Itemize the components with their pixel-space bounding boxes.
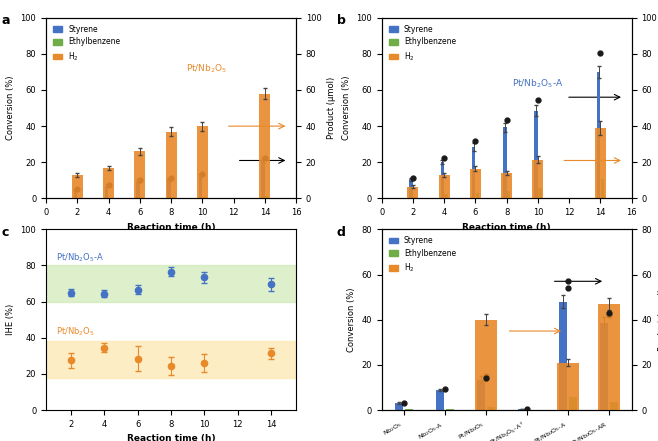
Bar	[538, 187, 542, 198]
Text: b: b	[337, 14, 345, 27]
Legend: Styrene, Ethylbenzene, H$_2$: Styrene, Ethylbenzene, H$_2$	[386, 22, 459, 66]
Legend: Styrene, Ethylbenzene, H$_2$: Styrene, Ethylbenzene, H$_2$	[50, 22, 124, 66]
Bar	[444, 194, 447, 198]
Bar	[601, 179, 604, 198]
Bar	[413, 197, 417, 198]
Bar	[503, 127, 507, 198]
Bar	[105, 186, 109, 198]
Bar	[409, 179, 413, 198]
Bar	[475, 320, 497, 410]
Bar	[134, 151, 145, 198]
Bar	[518, 409, 526, 410]
X-axis label: Reaction time (h): Reaction time (h)	[127, 223, 215, 232]
Bar	[441, 162, 444, 198]
Bar	[74, 191, 77, 198]
Text: a: a	[1, 14, 10, 27]
Bar	[140, 197, 143, 198]
Y-axis label: Conversion (%): Conversion (%)	[342, 76, 351, 140]
Bar	[446, 409, 454, 410]
Bar	[103, 168, 114, 198]
Bar	[595, 128, 606, 198]
Bar	[395, 404, 403, 410]
Bar	[598, 304, 620, 410]
Bar	[405, 409, 413, 410]
Text: Pt/Nb$_2$O$_5$-A: Pt/Nb$_2$O$_5$-A	[512, 77, 563, 90]
Bar	[559, 302, 567, 410]
Bar	[171, 197, 174, 198]
Bar	[600, 323, 608, 410]
Bar	[472, 147, 475, 198]
Bar	[407, 187, 418, 198]
Y-axis label: Product (μmol): Product (μmol)	[327, 77, 336, 139]
Text: Pt/Nb$_2$O$_5$: Pt/Nb$_2$O$_5$	[56, 325, 95, 338]
Bar	[477, 380, 486, 410]
Bar	[265, 196, 268, 198]
Bar	[610, 402, 618, 410]
Bar	[487, 407, 495, 410]
Bar	[46, 265, 296, 302]
Bar	[597, 72, 600, 198]
Bar	[261, 161, 265, 198]
Bar	[197, 126, 208, 198]
Bar	[507, 191, 510, 198]
Bar	[203, 197, 206, 198]
Bar	[259, 93, 270, 198]
Bar	[166, 131, 176, 198]
Bar	[534, 111, 538, 198]
X-axis label: Reaction time (h): Reaction time (h)	[463, 223, 551, 232]
X-axis label: Reaction time (h): Reaction time (h)	[127, 434, 215, 441]
Bar	[436, 390, 444, 410]
Bar	[168, 179, 171, 198]
Y-axis label: Conversion (%): Conversion (%)	[6, 76, 15, 140]
Bar	[46, 341, 296, 377]
Text: c: c	[1, 226, 9, 239]
Y-axis label: IHE (%): IHE (%)	[6, 304, 15, 335]
Text: Pt/Nb$_2$O$_5$-A: Pt/Nb$_2$O$_5$-A	[56, 251, 104, 264]
Bar	[557, 363, 580, 410]
Bar	[470, 168, 481, 198]
Bar	[569, 396, 577, 410]
Bar	[136, 181, 139, 198]
Bar	[532, 160, 544, 198]
Bar	[476, 193, 479, 198]
Bar	[199, 176, 202, 198]
Text: Pt/Nb$_2$O$_5$: Pt/Nb$_2$O$_5$	[186, 63, 228, 75]
Y-axis label: Conversion (%): Conversion (%)	[347, 288, 356, 352]
Bar	[439, 175, 449, 198]
Legend: Styrene, Ethylbenzene, H$_2$: Styrene, Ethylbenzene, H$_2$	[386, 233, 459, 277]
Bar	[72, 175, 83, 198]
Bar	[501, 173, 512, 198]
Text: d: d	[337, 226, 345, 239]
